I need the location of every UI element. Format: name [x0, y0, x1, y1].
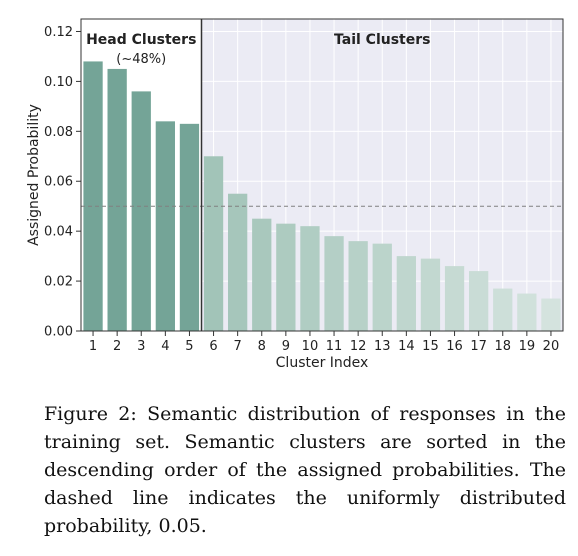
- y-tick-label: 0.08: [44, 125, 73, 140]
- x-tick-label: 7: [234, 339, 242, 354]
- bar-cluster-8: [252, 218, 272, 331]
- y-tick-label: 0.12: [44, 25, 73, 40]
- x-tick-label: 5: [185, 339, 193, 354]
- y-axis-title: Assigned Probability: [26, 104, 42, 246]
- bar-chart: 0.000.020.040.060.080.100.12 1 2 3 4 5 6 7 8 9 10…: [26, 18, 564, 371]
- x-tick-label: 16: [446, 339, 463, 354]
- bar-cluster-16: [444, 266, 465, 331]
- bar-cluster-15: [420, 258, 441, 331]
- x-tick-label: 1: [89, 339, 97, 354]
- bar-cluster-11: [324, 236, 344, 331]
- bar-cluster-20: [541, 298, 561, 331]
- bar-cluster-6: [203, 156, 224, 331]
- bar-cluster-19: [517, 293, 537, 331]
- x-tick-label: 10: [302, 339, 319, 354]
- x-tick-label: 19: [519, 339, 536, 354]
- bars: [83, 61, 561, 332]
- x-tick-label: 15: [422, 339, 439, 354]
- bar-cluster-2: [107, 68, 127, 332]
- y-tick-label: 0.06: [44, 175, 73, 190]
- bar-cluster-14: [396, 256, 416, 331]
- x-tick-label: 2: [113, 339, 121, 354]
- x-axis-title: Cluster Index: [276, 355, 369, 371]
- x-tick-label: 4: [161, 339, 169, 354]
- y-tick-label: 0.04: [44, 225, 73, 240]
- x-tick-label: 17: [470, 339, 487, 354]
- plot-frame: [80, 18, 564, 332]
- bar-cluster-13: [372, 243, 392, 331]
- y-axis-ticks: 0.00 0.02 0.04 0.06 0.08 0.10 0.12: [44, 25, 81, 340]
- x-tick-label: 9: [282, 339, 290, 354]
- bar-cluster-9: [276, 223, 296, 331]
- head-clusters-label: Head Clusters: [86, 32, 196, 48]
- bar-cluster-3: [131, 91, 151, 331]
- tail-clusters-label: Tail Clusters: [334, 32, 430, 48]
- head-clusters-share: (~48%): [116, 52, 166, 67]
- y-tick-label: 0.00: [44, 325, 73, 340]
- x-tick-label: 6: [209, 339, 217, 354]
- x-tick-label: 14: [398, 339, 415, 354]
- x-axis-ticks: 1 2 3 4 5 6 7 8 9 10 11 12 13 14 15 16 17 18 19 20: [89, 331, 559, 354]
- y-tick-label: 0.02: [44, 275, 73, 290]
- bar-cluster-12: [348, 241, 368, 331]
- figure-caption: Figure 2: Semantic distribution of respo…: [44, 403, 566, 537]
- x-tick-label: 11: [326, 339, 343, 354]
- bar-cluster-5: [179, 123, 200, 331]
- x-tick-label: 8: [258, 339, 266, 354]
- bar-cluster-4: [155, 121, 175, 331]
- x-tick-label: 12: [350, 339, 367, 354]
- bar-cluster-10: [300, 226, 320, 331]
- x-tick-label: 3: [137, 339, 145, 354]
- bar-cluster-18: [493, 288, 513, 331]
- y-tick-label: 0.10: [44, 75, 73, 90]
- x-tick-label: 18: [494, 339, 511, 354]
- x-tick-label: 13: [374, 339, 391, 354]
- x-tick-label: 20: [543, 339, 560, 354]
- bar-cluster-1: [83, 61, 103, 331]
- bar-cluster-7: [228, 193, 248, 331]
- bar-cluster-17: [469, 271, 489, 331]
